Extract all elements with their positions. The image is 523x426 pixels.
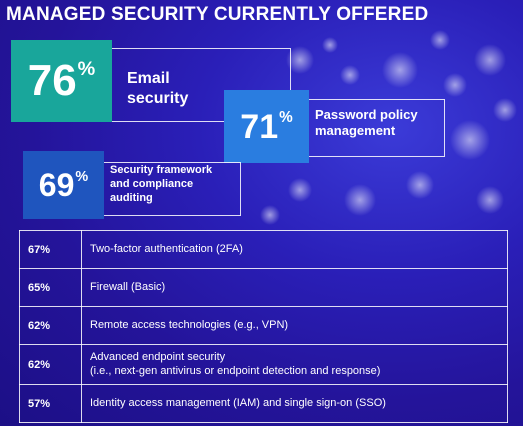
email-security-percent-tile: 76% [11, 40, 112, 122]
row-description: Advanced endpoint security (i.e., next-g… [81, 344, 508, 385]
password-policy-percent: 71% [240, 107, 293, 146]
row-description: Two-factor authentication (2FA) [81, 230, 508, 269]
row-description: Firewall (Basic) [81, 268, 508, 307]
row-percent: 65% [19, 268, 82, 307]
table-row: 67% Two-factor authentication (2FA) [19, 230, 508, 269]
row-percent: 67% [19, 230, 82, 269]
email-security-label: Email security [127, 70, 189, 107]
table-row: 65% Firewall (Basic) [19, 268, 508, 307]
security-framework-percent-tile: 69% [23, 151, 104, 219]
table-row: 62% Advanced endpoint security (i.e., ne… [19, 344, 508, 385]
row-percent: 62% [19, 306, 82, 345]
email-security-percent: 76% [27, 56, 96, 105]
row-description: Identity access management (IAM) and sin… [81, 384, 508, 423]
row-percent: 62% [19, 344, 82, 385]
password-policy-percent-tile: 71% [224, 90, 309, 163]
table-row: 57% Identity access management (IAM) and… [19, 384, 508, 423]
offerings-table: 67% Two-factor authentication (2FA) 65% … [19, 230, 508, 423]
page-title: MANAGED SECURITY CURRENTLY OFFERED [6, 4, 429, 25]
row-percent: 57% [19, 384, 82, 423]
row-description: Remote access technologies (e.g., VPN) [81, 306, 508, 345]
security-framework-percent: 69% [38, 167, 89, 203]
password-policy-label: Password policy management [315, 107, 418, 139]
security-framework-label: Security framework and compliance auditi… [110, 164, 213, 204]
table-row: 62% Remote access technologies (e.g., VP… [19, 306, 508, 345]
